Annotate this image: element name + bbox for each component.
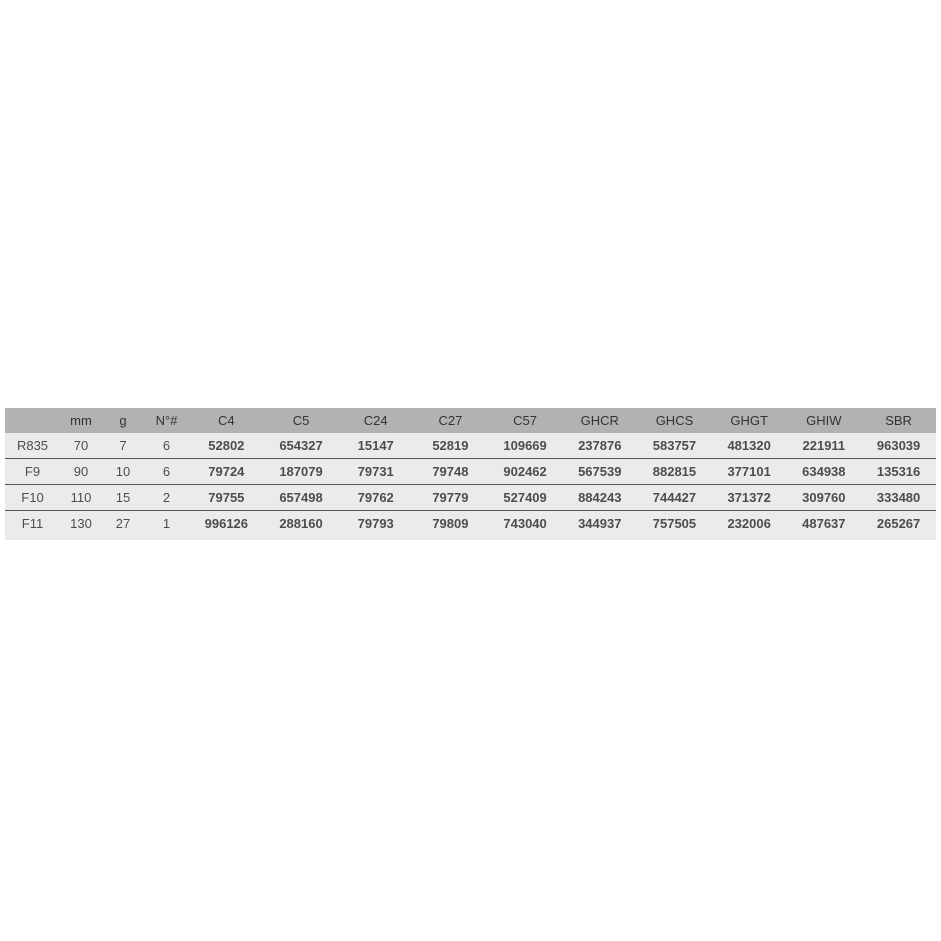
code-ghcr: 567539 xyxy=(562,458,638,485)
code-c57: 527409 xyxy=(487,484,563,511)
row-label: F10 xyxy=(5,484,60,511)
qty-value: 2 xyxy=(144,484,189,511)
code-c5: 657498 xyxy=(263,484,339,511)
code-ghiw: 634938 xyxy=(786,458,862,485)
column-header-g: g xyxy=(102,408,144,433)
code-sbr: 135316 xyxy=(861,458,936,485)
mm-value: 110 xyxy=(60,484,102,511)
g-value: 27 xyxy=(102,510,144,536)
qty-value: 6 xyxy=(144,433,189,459)
qty-value: 6 xyxy=(144,458,189,485)
column-header-ghgt: GHGT xyxy=(711,408,787,433)
code-ghcs: 882815 xyxy=(637,458,712,485)
mm-value: 70 xyxy=(60,433,102,459)
column-header-c5: C5 xyxy=(263,408,339,433)
code-c4: 79755 xyxy=(189,484,264,511)
code-ghcr: 884243 xyxy=(562,484,638,511)
table-header-row: mm g N°# C4 C5 C24 C27 C57 GHCR GHCS GHG… xyxy=(5,408,936,433)
column-header-c24: C24 xyxy=(338,408,414,433)
code-c24: 79793 xyxy=(338,510,414,536)
code-ghcs: 744427 xyxy=(637,484,712,511)
g-value: 7 xyxy=(102,433,144,459)
code-ghcs: 757505 xyxy=(637,510,712,536)
product-spec-table: mm g N°# C4 C5 C24 C27 C57 GHCR GHCS GHG… xyxy=(5,408,936,540)
code-c27: 52819 xyxy=(413,433,488,459)
g-value: 10 xyxy=(102,458,144,485)
code-sbr: 333480 xyxy=(861,484,936,511)
code-ghgt: 377101 xyxy=(711,458,787,485)
table-row-f10: F10 110 15 2 79755 657498 79762 79779 52… xyxy=(5,484,936,511)
code-ghcr: 344937 xyxy=(562,510,638,536)
table-row-r835: R835 70 7 6 52802 654327 15147 52819 109… xyxy=(5,433,936,459)
code-c24: 79762 xyxy=(338,484,414,511)
mm-value: 90 xyxy=(60,458,102,485)
code-c57: 902462 xyxy=(487,458,563,485)
code-ghiw: 309760 xyxy=(786,484,862,511)
code-ghcr: 237876 xyxy=(562,433,638,459)
code-c27: 79809 xyxy=(413,510,488,536)
code-c5: 288160 xyxy=(263,510,339,536)
table-row-f9: F9 90 10 6 79724 187079 79731 79748 9024… xyxy=(5,458,936,485)
code-ghcs: 583757 xyxy=(637,433,712,459)
row-label: F11 xyxy=(5,510,60,536)
spec-table: mm g N°# C4 C5 C24 C27 C57 GHCR GHCS GHG… xyxy=(5,408,936,536)
column-header-c4: C4 xyxy=(189,408,264,433)
code-c24: 15147 xyxy=(338,433,414,459)
code-c4: 79724 xyxy=(189,458,264,485)
code-sbr: 963039 xyxy=(861,433,936,459)
code-ghiw: 487637 xyxy=(786,510,862,536)
code-c4: 996126 xyxy=(189,510,264,536)
code-c27: 79748 xyxy=(413,458,488,485)
column-header-c57: C57 xyxy=(487,408,563,433)
code-sbr: 265267 xyxy=(861,510,936,536)
column-header-qty: N°# xyxy=(144,408,189,433)
code-c57: 743040 xyxy=(487,510,563,536)
code-c5: 654327 xyxy=(263,433,339,459)
column-header-ghiw: GHIW xyxy=(786,408,862,433)
g-value: 15 xyxy=(102,484,144,511)
row-label: F9 xyxy=(5,458,60,485)
column-header-mm: mm xyxy=(60,408,102,433)
code-ghgt: 481320 xyxy=(711,433,787,459)
column-header-ghcr: GHCR xyxy=(562,408,638,433)
code-c27: 79779 xyxy=(413,484,488,511)
code-c5: 187079 xyxy=(263,458,339,485)
qty-value: 1 xyxy=(144,510,189,536)
column-header-c27: C27 xyxy=(413,408,488,433)
code-ghgt: 371372 xyxy=(711,484,787,511)
column-header-ghcs: GHCS xyxy=(637,408,712,433)
code-c57: 109669 xyxy=(487,433,563,459)
code-c24: 79731 xyxy=(338,458,414,485)
code-c4: 52802 xyxy=(189,433,264,459)
column-header-sbr: SBR xyxy=(861,408,936,433)
code-ghiw: 221911 xyxy=(786,433,862,459)
column-header-model xyxy=(5,408,60,433)
row-label: R835 xyxy=(5,433,60,459)
mm-value: 130 xyxy=(60,510,102,536)
table-row-f11: F11 130 27 1 996126 288160 79793 79809 7… xyxy=(5,510,936,536)
code-ghgt: 232006 xyxy=(711,510,787,536)
